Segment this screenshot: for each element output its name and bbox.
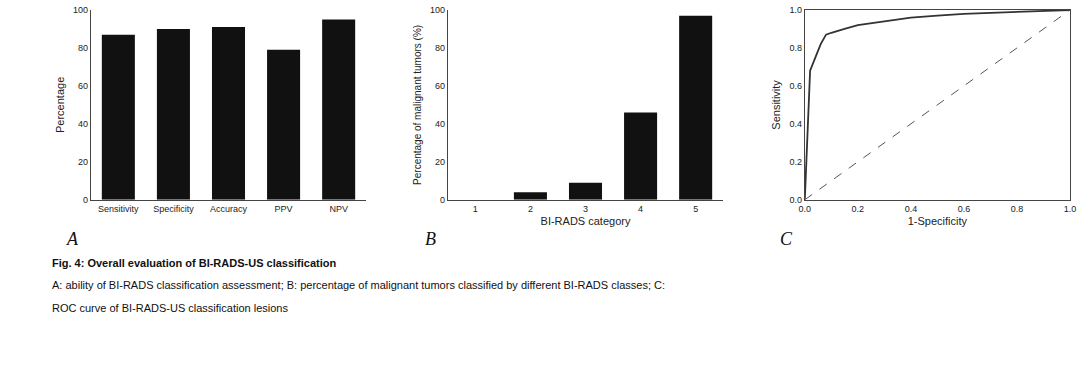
svg-text:BI-RADS category: BI-RADS category bbox=[541, 215, 631, 227]
svg-text:1-Specificity: 1-Specificity bbox=[908, 215, 968, 227]
svg-text:Sensitivity: Sensitivity bbox=[98, 204, 139, 214]
svg-text:0.6: 0.6 bbox=[789, 81, 802, 91]
svg-text:0.6: 0.6 bbox=[958, 204, 971, 214]
svg-text:40: 40 bbox=[435, 119, 445, 129]
svg-text:A: A bbox=[66, 229, 79, 249]
svg-text:100: 100 bbox=[73, 5, 88, 15]
svg-text:A: ability of BI-RADS classifi: A: ability of BI-RADS classification ass… bbox=[52, 279, 665, 291]
svg-text:Sensitivity: Sensitivity bbox=[770, 80, 782, 130]
svg-text:1.0: 1.0 bbox=[1064, 204, 1077, 214]
svg-text:5: 5 bbox=[693, 204, 698, 214]
svg-text:0.2: 0.2 bbox=[852, 204, 865, 214]
svg-text:Fig. 4: Overall evaluation of: Fig. 4: Overall evaluation of BI-RADS-US… bbox=[52, 257, 337, 269]
svg-text:0.2: 0.2 bbox=[789, 157, 802, 167]
svg-text:0: 0 bbox=[83, 195, 88, 205]
svg-text:0.4: 0.4 bbox=[789, 119, 802, 129]
svg-text:100: 100 bbox=[430, 5, 445, 15]
svg-text:C: C bbox=[780, 229, 793, 249]
svg-text:80: 80 bbox=[435, 43, 445, 53]
svg-text:Specificity: Specificity bbox=[153, 204, 194, 214]
svg-text:0.0: 0.0 bbox=[789, 195, 802, 205]
svg-text:40: 40 bbox=[78, 119, 88, 129]
svg-text:60: 60 bbox=[435, 81, 445, 91]
svg-text:0: 0 bbox=[440, 195, 445, 205]
svg-text:1: 1 bbox=[473, 204, 478, 214]
svg-text:4: 4 bbox=[638, 204, 643, 214]
svg-text:ROC curve of BI-RADS-US classi: ROC curve of BI-RADS-US classification l… bbox=[52, 302, 288, 314]
svg-text:NPV: NPV bbox=[329, 204, 348, 214]
svg-text:20: 20 bbox=[435, 157, 445, 167]
svg-text:0.0: 0.0 bbox=[799, 204, 812, 214]
svg-text:0.8: 0.8 bbox=[1011, 204, 1024, 214]
svg-text:20: 20 bbox=[78, 157, 88, 167]
svg-text:60: 60 bbox=[78, 81, 88, 91]
svg-text:B: B bbox=[425, 229, 436, 249]
svg-text:PPV: PPV bbox=[275, 204, 293, 214]
svg-text:Percentage of malignant tumors: Percentage of malignant tumors (%) bbox=[412, 25, 423, 185]
svg-text:1.0: 1.0 bbox=[789, 5, 802, 15]
svg-text:Accuracy: Accuracy bbox=[210, 204, 248, 214]
svg-text:Percentage: Percentage bbox=[54, 77, 66, 133]
svg-text:2: 2 bbox=[528, 204, 533, 214]
svg-text:0.8: 0.8 bbox=[789, 43, 802, 53]
svg-text:0.4: 0.4 bbox=[905, 204, 918, 214]
svg-text:80: 80 bbox=[78, 43, 88, 53]
svg-text:3: 3 bbox=[583, 204, 588, 214]
